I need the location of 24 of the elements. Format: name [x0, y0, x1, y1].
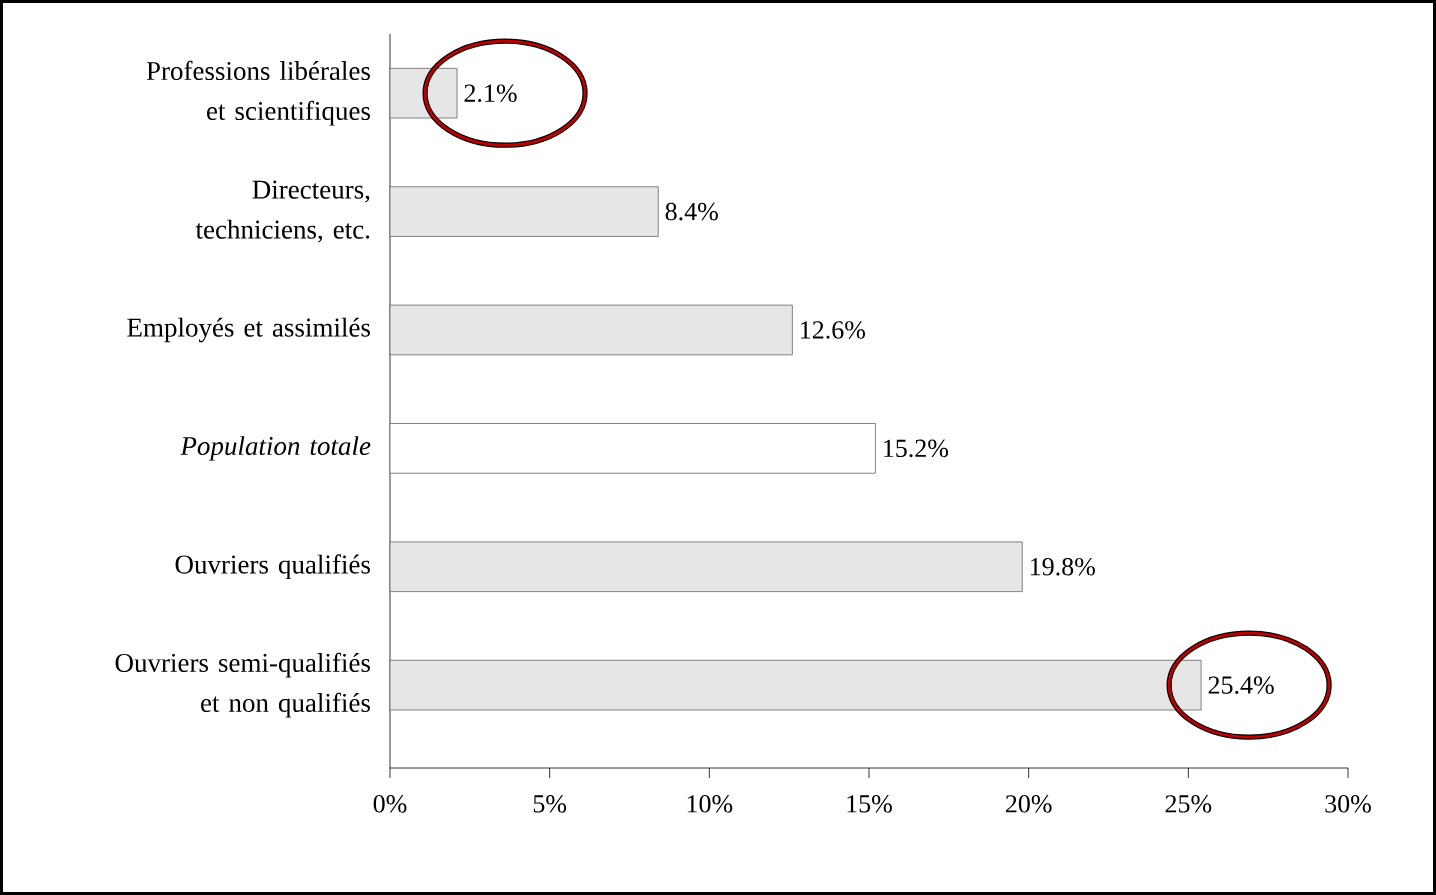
bar — [389, 541, 1023, 593]
bar — [389, 67, 458, 119]
y-tick-label: Population totale — [180, 436, 371, 461]
data-label: 12.6% — [801, 321, 866, 339]
x-tick-label: 25% — [1165, 795, 1212, 813]
y-tick-label: Ouvriers qualifiés — [175, 554, 370, 580]
data-label: 19.8% — [1030, 557, 1095, 576]
data-label: 15.2% — [884, 439, 949, 458]
y-tick-label: Employés et assimilés — [127, 317, 370, 343]
data-label: 8.4% — [665, 202, 718, 221]
x-tick-label: 10% — [687, 795, 733, 813]
x-tick-label: 30% — [1325, 795, 1371, 813]
data-label: 2.1% — [464, 84, 517, 103]
data-label: 25.4% — [1208, 676, 1274, 694]
y-tick-label: Directeurs, techniciens, etc. — [195, 180, 370, 243]
bar — [389, 186, 659, 237]
x-tick-label: 15% — [847, 795, 892, 813]
x-tick-label: 0% — [373, 795, 407, 813]
bar — [389, 423, 876, 474]
y-tick-label: Professions libérales et scientifiques — [146, 60, 370, 126]
y-tick-label: Ouvriers semi-qualifiés et non qualifiés — [115, 652, 370, 718]
bar — [389, 304, 793, 356]
x-tick-label: 20% — [1005, 795, 1052, 813]
x-tick-label: 5% — [533, 795, 567, 813]
